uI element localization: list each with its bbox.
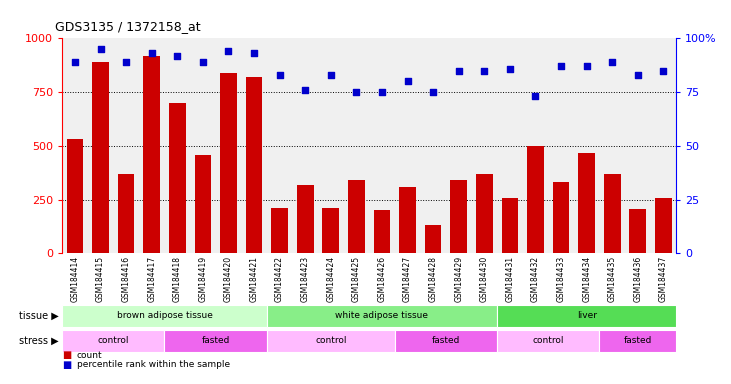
- Bar: [399, 187, 416, 253]
- Point: [504, 65, 516, 71]
- Bar: [169, 103, 186, 253]
- Bar: [501, 197, 518, 253]
- Point: [376, 89, 387, 95]
- Point: [478, 68, 490, 74]
- Bar: [604, 174, 621, 253]
- Bar: [271, 208, 288, 253]
- Bar: [553, 182, 569, 253]
- Bar: [527, 146, 544, 253]
- Text: fasted: fasted: [432, 336, 460, 345]
- Text: control: control: [532, 336, 564, 345]
- Bar: [62, 329, 164, 352]
- Point: [658, 68, 670, 74]
- Text: fasted: fasted: [202, 336, 230, 345]
- Text: brown adipose tissue: brown adipose tissue: [116, 311, 213, 320]
- Point: [427, 89, 439, 95]
- Text: tissue ▶: tissue ▶: [19, 311, 58, 321]
- Bar: [425, 225, 442, 253]
- Text: GDS3135 / 1372158_at: GDS3135 / 1372158_at: [55, 20, 200, 33]
- Point: [556, 63, 567, 70]
- Point: [351, 89, 363, 95]
- Point: [529, 93, 541, 99]
- Point: [95, 46, 107, 52]
- Point: [197, 59, 209, 65]
- Text: control: control: [97, 336, 129, 345]
- Bar: [497, 329, 599, 352]
- Text: white adipose tissue: white adipose tissue: [336, 311, 428, 320]
- Bar: [599, 329, 676, 352]
- Point: [300, 87, 311, 93]
- Bar: [497, 305, 676, 327]
- Bar: [348, 180, 365, 253]
- Bar: [220, 73, 237, 253]
- Text: fasted: fasted: [624, 336, 652, 345]
- Point: [453, 68, 465, 74]
- Point: [402, 78, 414, 84]
- Point: [325, 72, 336, 78]
- Bar: [67, 139, 83, 253]
- Bar: [246, 77, 262, 253]
- Bar: [322, 208, 339, 253]
- Bar: [62, 305, 267, 327]
- Bar: [297, 185, 314, 253]
- Point: [69, 59, 81, 65]
- Bar: [164, 329, 267, 352]
- Text: ■: ■: [62, 360, 72, 370]
- Bar: [629, 209, 646, 253]
- Point: [581, 63, 593, 70]
- Point: [249, 50, 260, 56]
- Text: control: control: [315, 336, 346, 345]
- Bar: [578, 154, 595, 253]
- Point: [171, 53, 183, 59]
- Bar: [476, 174, 493, 253]
- Point: [273, 72, 285, 78]
- Bar: [118, 174, 135, 253]
- Text: ■: ■: [62, 350, 72, 360]
- Bar: [655, 197, 672, 253]
- Point: [222, 48, 234, 55]
- Point: [145, 50, 158, 56]
- Text: percentile rank within the sample: percentile rank within the sample: [77, 360, 230, 369]
- Bar: [194, 154, 211, 253]
- Point: [632, 72, 644, 78]
- Bar: [267, 305, 497, 327]
- Bar: [395, 329, 497, 352]
- Point: [606, 59, 618, 65]
- Text: count: count: [77, 351, 102, 360]
- Bar: [267, 329, 395, 352]
- Bar: [450, 180, 467, 253]
- Text: stress ▶: stress ▶: [19, 336, 58, 346]
- Bar: [92, 62, 109, 253]
- Bar: [374, 210, 390, 253]
- Bar: [143, 56, 160, 253]
- Point: [120, 59, 132, 65]
- Text: liver: liver: [577, 311, 596, 320]
